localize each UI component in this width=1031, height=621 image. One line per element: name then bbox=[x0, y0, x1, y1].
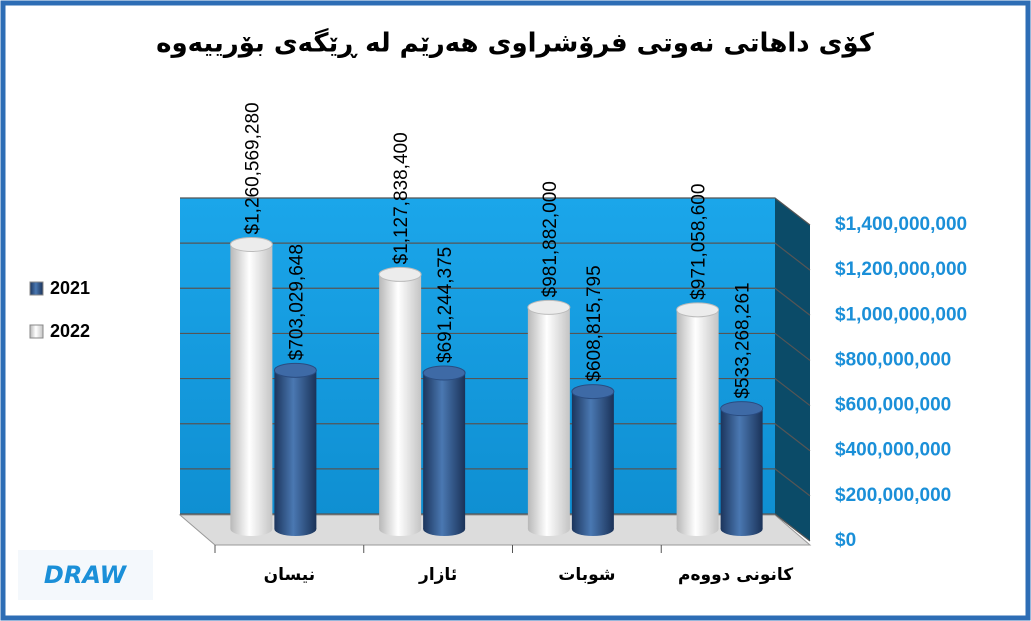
bar-cap bbox=[229, 236, 273, 252]
y-tick-label: $1,200,000,000 bbox=[835, 259, 967, 280]
bar-base bbox=[720, 522, 763, 536]
bar bbox=[720, 408, 763, 529]
x-tick-label: نیسان bbox=[264, 565, 316, 585]
bar-cap bbox=[527, 299, 571, 315]
y-tick-label: $1,400,000,000 bbox=[835, 214, 967, 235]
bar-cap bbox=[422, 365, 466, 381]
bar-base bbox=[379, 522, 422, 536]
logo: DRAW bbox=[18, 550, 153, 600]
bar bbox=[571, 391, 614, 529]
grid-line bbox=[180, 332, 811, 361]
bar-cap bbox=[273, 362, 317, 378]
grid-line bbox=[180, 242, 811, 271]
x-tick-label: ئازار bbox=[418, 565, 457, 585]
bar bbox=[423, 372, 466, 529]
value-label: $691,244,375 bbox=[435, 247, 456, 363]
y-tick-label: $600,000,000 bbox=[835, 395, 951, 416]
grid-line bbox=[180, 513, 811, 542]
y-tick-label: $400,000,000 bbox=[835, 440, 951, 461]
value-label: $533,268,261 bbox=[733, 282, 754, 398]
value-label: $981,882,000 bbox=[540, 181, 561, 297]
bar bbox=[527, 307, 570, 529]
legend-label: 2021 bbox=[50, 278, 90, 298]
x-tick-label: شوبات bbox=[558, 565, 615, 585]
logo-box bbox=[18, 550, 153, 600]
y-tick-label: $800,000,000 bbox=[835, 349, 951, 370]
bar-base bbox=[527, 522, 570, 536]
grid-line bbox=[180, 287, 811, 316]
value-label: $1,127,838,400 bbox=[391, 132, 412, 264]
x-tick-label: کانونی دووەم bbox=[678, 565, 793, 585]
bar-cap bbox=[571, 384, 615, 400]
value-label: $1,260,569,280 bbox=[242, 102, 263, 234]
grid-line bbox=[180, 377, 811, 407]
y-tick-label: $1,000,000,000 bbox=[835, 304, 967, 325]
bar bbox=[274, 370, 317, 529]
bar-cap bbox=[720, 401, 764, 417]
legend-swatch bbox=[29, 324, 44, 339]
back-wall bbox=[180, 198, 775, 515]
logo-text: DRAW bbox=[44, 561, 128, 589]
bar-base bbox=[274, 522, 317, 536]
y-tick-label: $0 bbox=[835, 530, 856, 551]
bar-base bbox=[230, 522, 273, 536]
chart-title: کۆی داهاتی نەوتی فرۆشراوی هەرێم لە ڕێگەی… bbox=[156, 28, 875, 59]
bar bbox=[230, 244, 273, 530]
bar-cap bbox=[378, 266, 422, 282]
grid-line bbox=[180, 423, 811, 452]
grid-line bbox=[180, 197, 811, 226]
bar-base bbox=[676, 522, 719, 536]
bar-cap bbox=[676, 302, 720, 318]
bar-base bbox=[423, 522, 466, 536]
value-label: $608,815,795 bbox=[584, 265, 605, 381]
value-label: $703,029,648 bbox=[286, 244, 307, 360]
bar-base bbox=[571, 522, 614, 536]
side-wall bbox=[775, 198, 810, 541]
legend-swatch bbox=[29, 281, 44, 296]
legend-label: 2022 bbox=[50, 321, 90, 341]
value-label: $971,058,600 bbox=[689, 184, 710, 300]
grid-line bbox=[180, 468, 811, 497]
bar bbox=[379, 274, 422, 529]
bar bbox=[676, 309, 719, 529]
y-tick-label: $200,000,000 bbox=[835, 485, 951, 506]
